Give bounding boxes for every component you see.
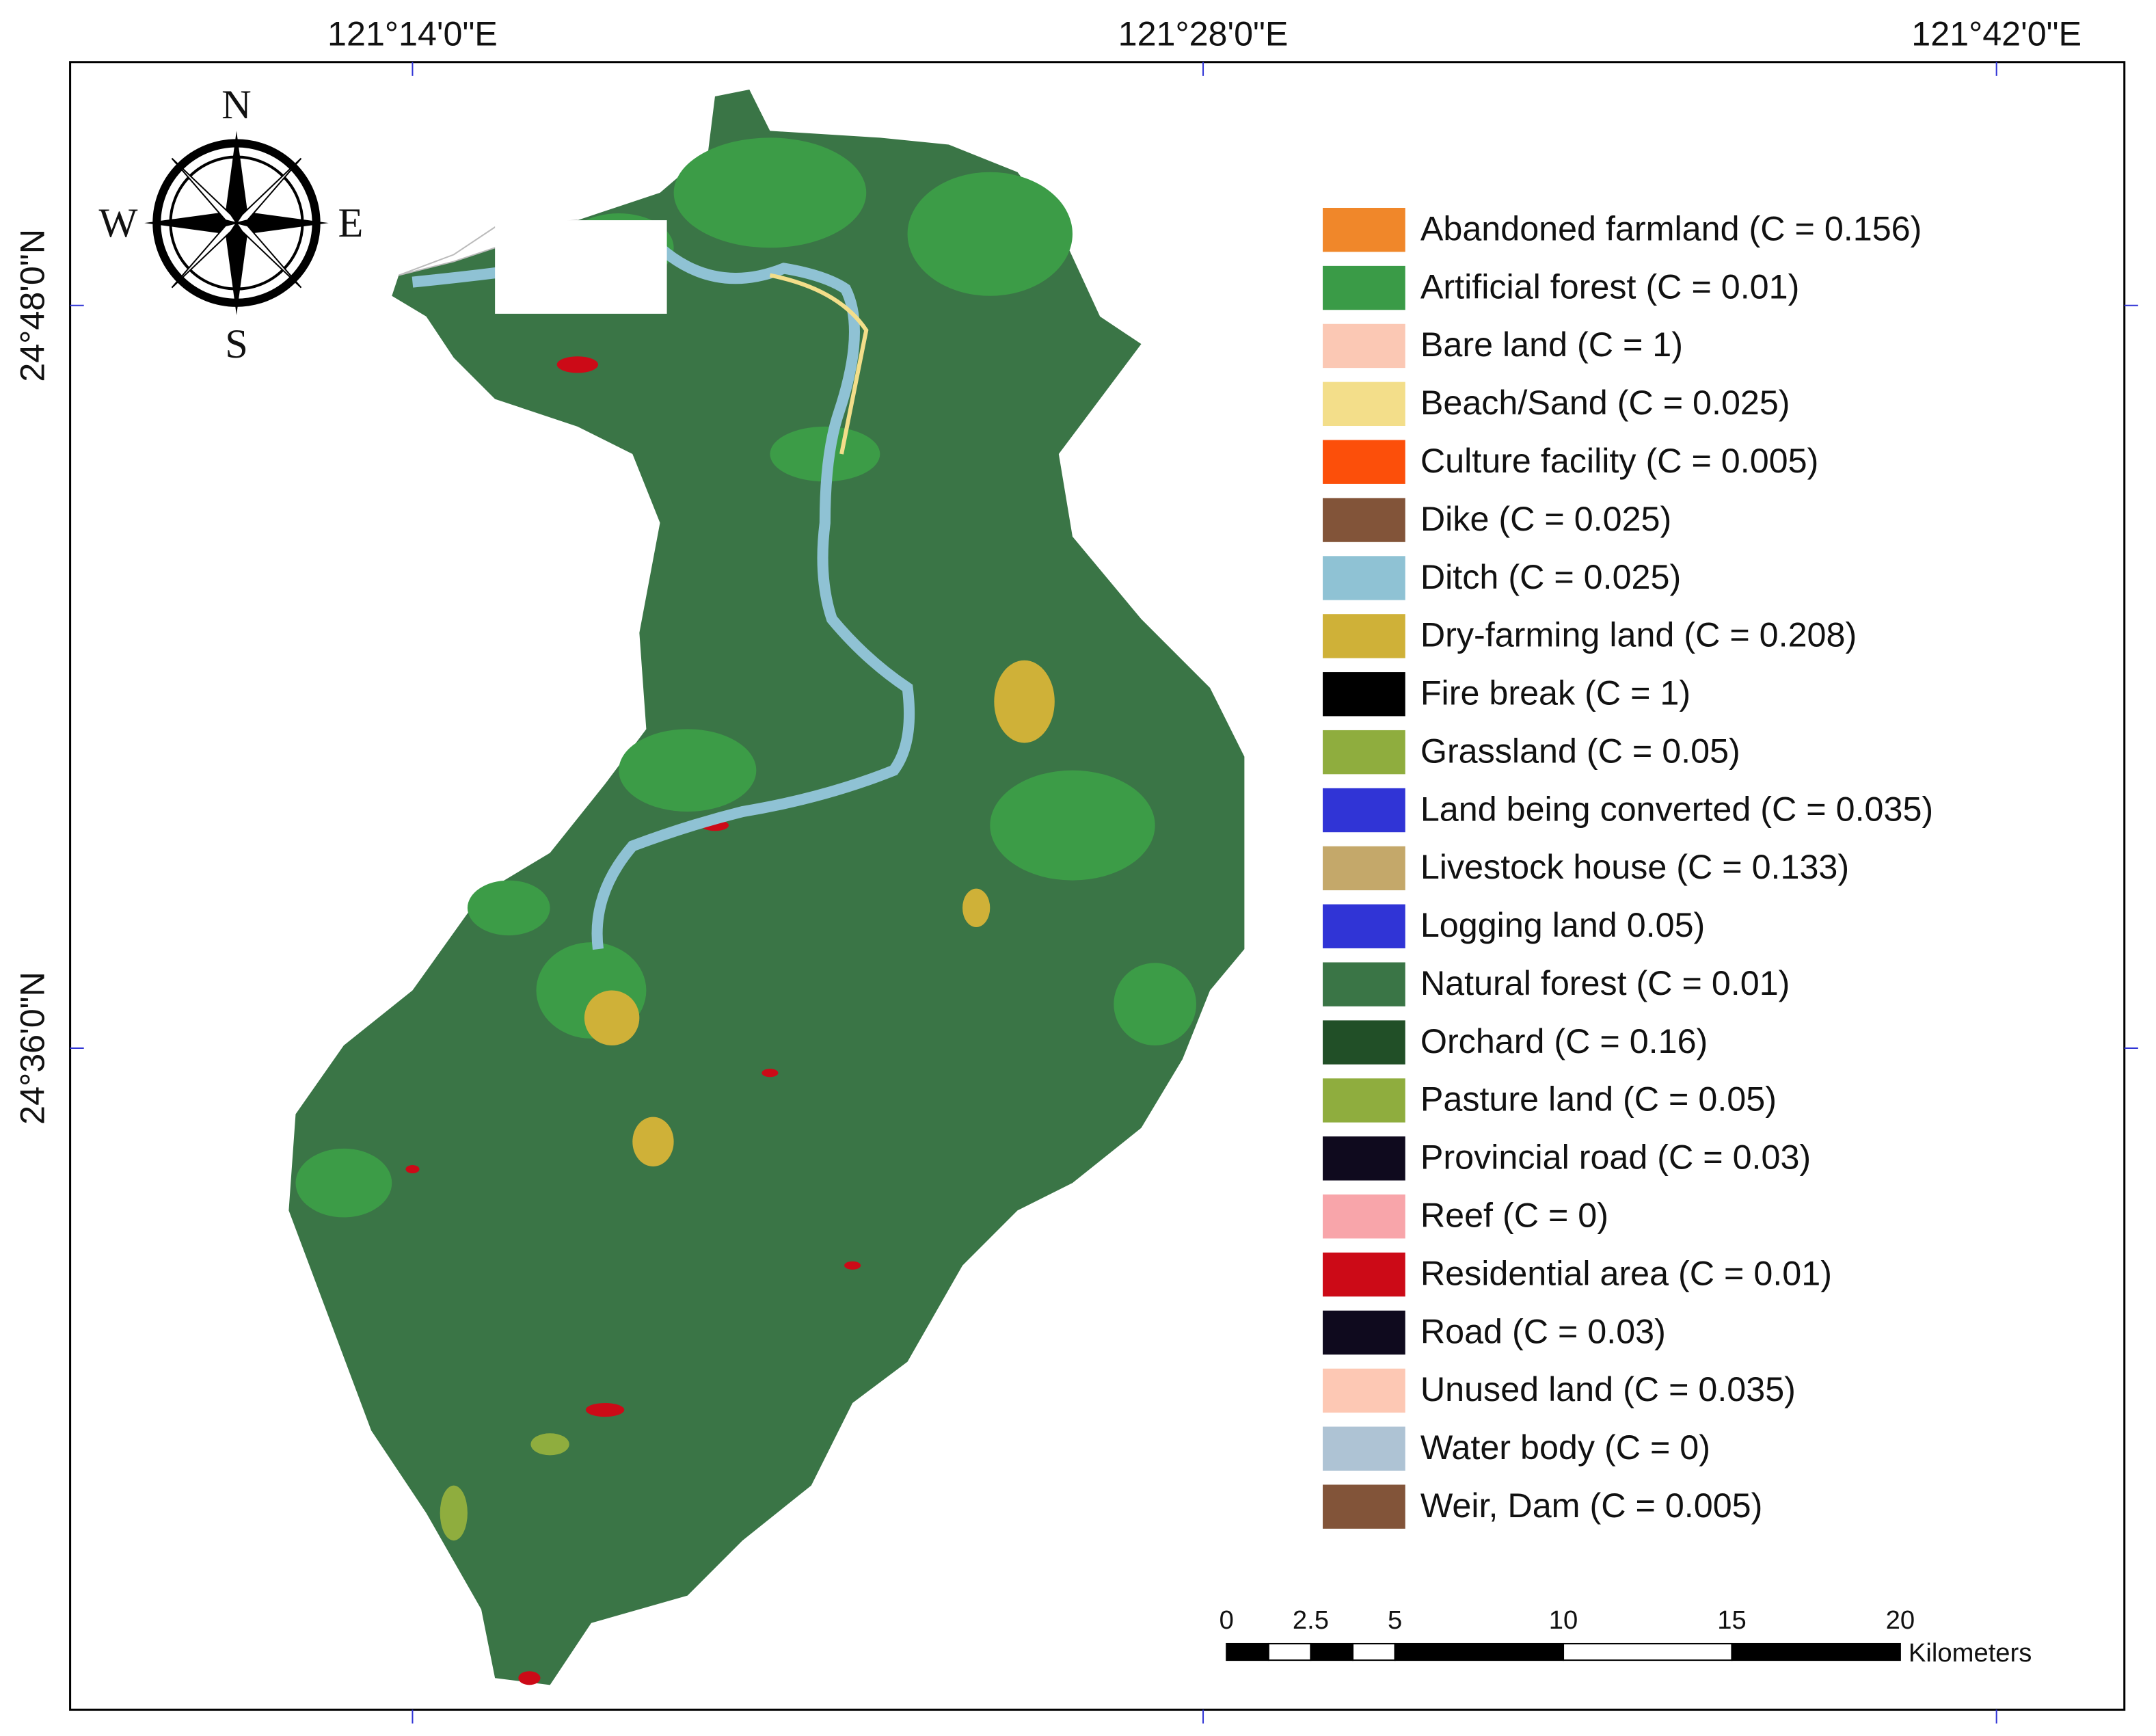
legend-label: Reef (C = 0) [1420,1196,1608,1235]
legend-swatch [1323,440,1405,484]
legend-swatch [1323,1252,1405,1297]
legend-swatch [1323,1484,1405,1529]
legend-swatch [1323,1020,1405,1065]
legend-swatch [1323,788,1405,833]
legend-swatch [1323,1078,1405,1123]
scale-segment [1563,1642,1733,1661]
river [412,241,915,950]
legend-swatch [1323,498,1405,542]
scale-label: 0 [1220,1605,1234,1635]
scale-label: 10 [1549,1605,1578,1635]
scale-segment [1394,1642,1565,1661]
legend-swatch [1323,962,1405,1006]
legend-swatch [1323,614,1405,658]
scale-segment [1310,1642,1354,1661]
legend-swatch [1323,1426,1405,1471]
legend-swatch [1323,556,1405,600]
scale-segment [1731,1642,1901,1661]
scale-segment [1352,1642,1396,1661]
compass-east: E [338,200,363,246]
watershed [288,90,1245,1685]
map-frame [69,61,2126,1711]
legend-label: Provincial road (C = 0.03) [1420,1138,1811,1177]
legend-label: Water body (C = 0) [1420,1428,1710,1467]
compass: N S W E [99,82,364,367]
legend-swatch [1323,265,1405,310]
legend-swatch [1323,1136,1405,1181]
legend-label: Culture facility (C = 0.005) [1420,441,1818,480]
scale-label: 15 [1717,1605,1747,1635]
longitude-label: 121°42'0"E [1911,14,2081,53]
legend-label: Orchard (C = 0.16) [1420,1021,1708,1060]
legend-swatch [1323,846,1405,891]
latitude-label: 24°36'0"N [12,972,51,1125]
legend-label: Grassland (C = 0.05) [1420,731,1740,770]
legend-label: Natural forest (C = 0.01) [1420,963,1790,1002]
river-sand [769,273,869,455]
legend-label: Dike (C = 0.025) [1420,499,1671,538]
masked-box [495,220,667,314]
compass-north: N [221,82,252,128]
legend-label: Road (C = 0.03) [1420,1311,1666,1350]
legend-swatch [1323,1194,1405,1239]
legend-swatch [1323,672,1405,717]
latitude-label: 24°48'0"N [12,229,51,382]
legend-swatch [1323,1368,1405,1413]
legend-label: Beach/Sand (C = 0.025) [1420,383,1790,422]
legend-label: Ditch (C = 0.025) [1420,557,1681,596]
grassland-patches [440,1433,569,1541]
legend-swatch [1323,730,1405,775]
legend-label: Bare land (C = 1) [1420,325,1683,364]
scale-segment [1226,1642,1269,1661]
longitude-label: 121°28'0"E [1118,14,1289,53]
legend-label: Pasture land (C = 0.05) [1420,1080,1777,1119]
dry-farming-patches [584,660,1055,1166]
scale-label: 20 [1886,1605,1915,1635]
compass-south: S [225,321,248,367]
legend-label: Artificial forest (C = 0.01) [1420,267,1800,306]
legend-swatch [1323,904,1405,948]
scale-unit: Kilometers [1909,1638,2032,1668]
legend-label: Dry-farming land (C = 0.208) [1420,615,1857,654]
legend-swatch [1323,1310,1405,1355]
legend-label: Residential area (C = 0.01) [1420,1253,1832,1292]
longitude-label: 121°14'0"E [327,14,498,53]
legend-swatch [1323,207,1405,252]
legend-label: Abandoned farmland (C = 0.156) [1420,209,1922,248]
legend-label: Unused land (C = 0.035) [1420,1370,1796,1408]
legend-label: Logging land 0.05) [1420,905,1705,944]
natural-forest-area [288,90,1245,1685]
legend-swatch [1323,382,1405,427]
compass-west: W [99,200,138,246]
legend-label: Fire break (C = 1) [1420,673,1690,712]
legend-label: Livestock house (C = 0.133) [1420,847,1849,886]
scale-label: 2.5 [1293,1605,1329,1635]
scale-label: 5 [1388,1605,1402,1635]
legend-swatch [1323,323,1405,369]
legend-label: Weir, Dam (C = 0.005) [1420,1486,1763,1525]
scale-segment [1267,1642,1312,1661]
legend-label: Land being converted (C = 0.035) [1420,789,1933,828]
